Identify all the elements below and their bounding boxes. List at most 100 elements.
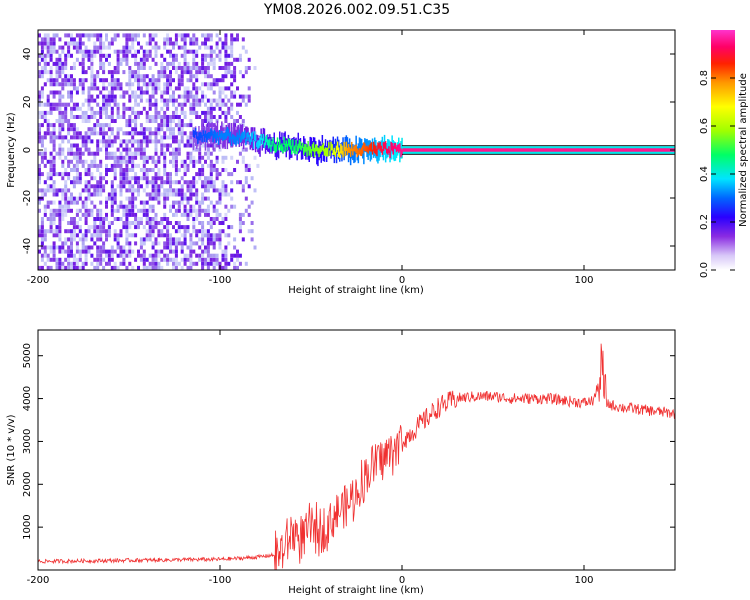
noise-cell [212,49,216,54]
noise-cell [160,53,164,58]
signal-core [438,148,440,152]
signal-core [204,130,207,138]
noise-cell [134,270,137,274]
noise-cell [116,135,120,140]
signal-halo [276,144,279,158]
signal-core [259,137,261,146]
signal-core [389,150,391,159]
noise-cell [224,37,228,42]
signal-core [481,148,483,152]
noise-cell [163,143,167,148]
signal-core [489,148,492,152]
noise-cell [75,163,79,168]
signal-core [667,148,670,152]
signal-core [311,144,314,151]
noise-cell [218,94,222,99]
noise-cell [52,188,56,193]
noise-cell [134,221,138,225]
noise-cell [174,70,178,75]
noise-cell [131,82,135,87]
noise-cell [110,192,114,197]
noise-cell [244,94,248,99]
noise-cell [157,196,161,201]
noise-cell [38,225,41,230]
noise-cell [142,135,146,140]
noise-cell [113,163,117,168]
noise-cell [122,257,126,262]
noise-cell [49,82,53,87]
noise-cell [113,229,117,234]
noise-cell [154,33,158,38]
noise-cell [204,249,207,254]
noise-cell [166,245,170,250]
noise-cell [180,249,184,254]
noise-cell [139,253,143,258]
noise-cell [90,70,94,75]
noise-cell [119,233,123,238]
noise-cell [222,270,225,274]
noise-cell [209,119,213,123]
signal-halo [233,122,235,145]
noise-cell [189,233,193,238]
noise-cell [81,245,85,250]
noise-cell [227,192,231,197]
signal-core [643,148,646,152]
noise-cell [204,57,207,62]
noise-cell [49,131,53,136]
noise-cell [174,86,178,91]
noise-cell [61,147,65,152]
noise-cell [172,66,175,70]
signal-halo [342,137,344,153]
signal-core [606,148,609,152]
noise-cell [96,233,100,238]
noise-cell [110,155,114,160]
noise-cell [139,94,143,99]
noise-cell [154,127,158,132]
noise-cell [139,127,143,132]
noise-cell [145,212,149,217]
noise-cell [125,53,129,58]
noise-cell [90,74,94,79]
noise-cell [221,217,225,221]
noise-cell [145,127,149,132]
noise-cell [160,119,164,123]
noise-cell [116,237,120,242]
noise-cell [134,176,138,181]
noise-cell [96,229,100,234]
noise-cell [137,221,140,225]
noise-cell [238,94,242,99]
noise-cell [189,90,193,95]
noise-cell [145,86,149,91]
noise-cell [233,78,237,83]
noise-cell [105,196,108,201]
noise-cell [134,70,138,75]
noise-cell [116,106,120,111]
noise-cell [102,82,106,87]
noise-cell [236,253,239,258]
noise-cell [131,212,135,217]
noise-cell [102,221,106,225]
signal-core [281,143,283,152]
signal-halo [280,137,282,153]
noise-cell [180,70,184,75]
noise-cell [90,139,94,144]
noise-cell [40,155,44,160]
signal-core [212,133,214,143]
noise-cell [110,90,114,95]
noise-cell [224,61,228,66]
noise-cell [215,143,219,148]
noise-cell [206,119,210,123]
noise-cell [230,61,234,66]
noise-cell [125,265,129,270]
noise-cell [163,66,167,70]
noise-cell [215,253,219,258]
noise-cell [142,249,146,254]
noise-cell [230,45,234,50]
noise-cell [166,180,170,185]
noise-cell [119,155,123,160]
noise-cell [128,139,132,144]
noise-cell [154,90,158,95]
noise-cell [105,94,108,99]
noise-cell [119,180,123,185]
noise-cell [209,98,213,103]
